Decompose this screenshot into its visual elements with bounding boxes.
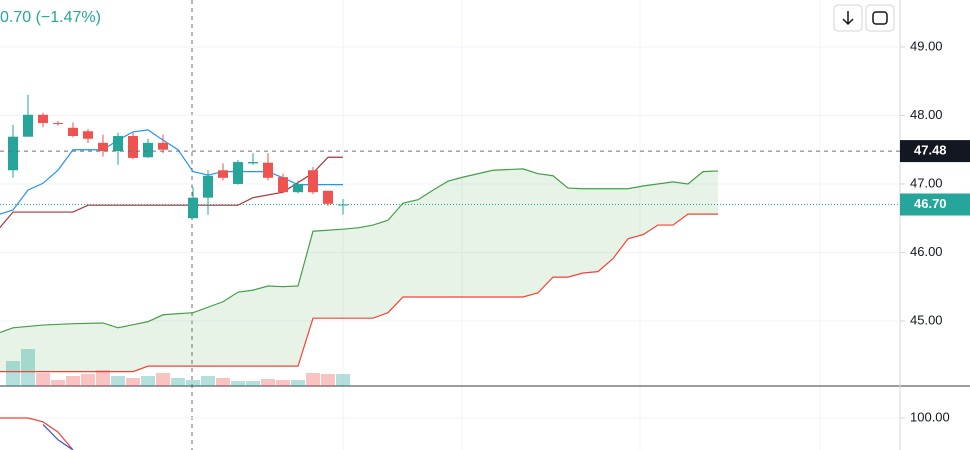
volume-bar: [201, 376, 215, 386]
price-change: 0.70 (−1.47%): [0, 9, 101, 26]
indicator-line: [42, 423, 74, 450]
last-price-box: [900, 193, 970, 216]
candle-body: [218, 170, 228, 178]
indicator-line: [0, 213, 718, 373]
volume-bar: [51, 380, 65, 386]
volume-bar: [276, 380, 290, 386]
candle-body: [158, 142, 168, 150]
indicator-line: [0, 168, 719, 334]
candle-body: [83, 131, 93, 139]
candle-body: [23, 114, 33, 137]
y-tick-label: 48.00: [910, 107, 943, 122]
indicator-line: [0, 156, 343, 229]
y-tick-label: 49.00: [910, 38, 943, 53]
candle-body: [278, 177, 288, 193]
indicator-line: [0, 129, 343, 215]
candle-body: [308, 170, 318, 193]
volume-bar: [231, 381, 245, 386]
crosshair-label-box: [900, 140, 970, 163]
volume-bar: [141, 376, 155, 386]
candle-body: [98, 142, 108, 152]
candle-body: [53, 123, 63, 125]
volume-bar: [186, 380, 200, 386]
volume-bar: [291, 380, 305, 386]
candle-body: [143, 142, 153, 158]
volume-bar: [321, 374, 335, 386]
y-tick-label: 100.00: [910, 409, 950, 424]
volume-bar: [336, 374, 350, 386]
volume-bar: [36, 373, 50, 386]
download-button[interactable]: [833, 4, 863, 32]
candle-body: [8, 136, 18, 171]
candle-body: [233, 162, 243, 184]
last-price-label: 46.70: [914, 196, 947, 211]
y-tick-label: 47.00: [910, 175, 943, 190]
candle-body: [38, 114, 48, 124]
candle-body: [263, 162, 273, 178]
volume-bar: [21, 349, 35, 386]
candle-body: [113, 136, 123, 152]
volume-bar: [306, 373, 320, 386]
candle-body: [293, 183, 303, 193]
cloud: [0, 168, 718, 372]
time-grid: [342, 0, 821, 450]
crosshair-label: 47.48: [914, 143, 947, 158]
volume-bar: [216, 378, 230, 386]
volume-bar: [81, 374, 95, 386]
volume-bar: [156, 373, 170, 386]
candle-body: [128, 136, 138, 158]
candle-body: [323, 190, 333, 204]
volume-bar: [111, 376, 125, 386]
volume-bar: [171, 378, 185, 386]
volume-bar: [66, 376, 80, 386]
candle-body: [248, 162, 258, 164]
y-tick-label: 45.00: [910, 312, 943, 327]
volume-bar: [6, 361, 20, 386]
candle-body: [203, 175, 213, 198]
fullscreen-button[interactable]: [865, 4, 895, 32]
volume-bar: [96, 370, 110, 386]
volume-bar: [126, 378, 140, 386]
volume-bar: [246, 381, 260, 386]
candle-body: [68, 127, 78, 137]
indicator-line: [0, 417, 74, 450]
candle-body: [188, 197, 198, 219]
y-tick-label: 46.00: [910, 244, 943, 259]
volume-bar: [261, 379, 275, 386]
